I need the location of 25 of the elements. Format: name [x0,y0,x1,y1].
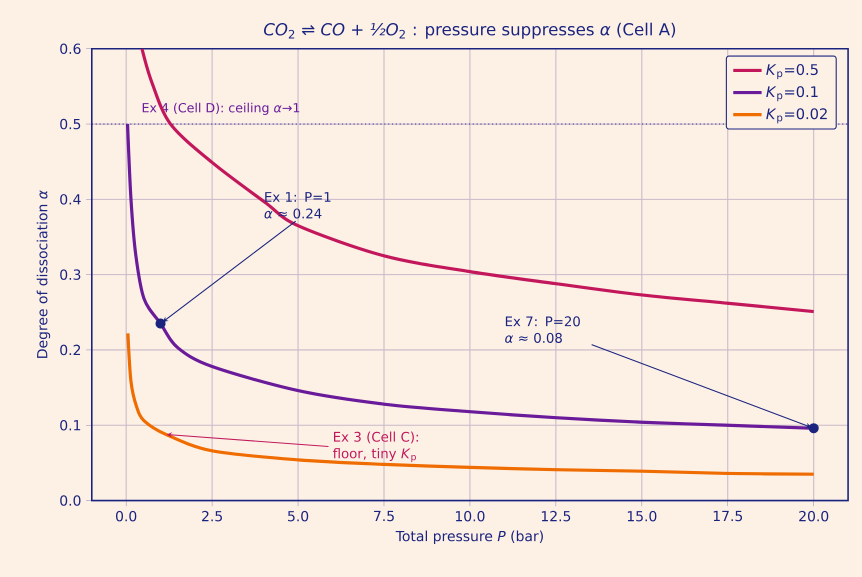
line-series [126,332,816,476]
x-tick-label: 2.5 [202,510,222,522]
y-tick-label: 0.6 [60,43,81,54]
x-tick-label: 12.5 [542,510,570,522]
x-tick-label: 0.0 [116,510,136,522]
chart-title: CO$_{2}$ ⇌ CO + ½O$_{2}$ : pressure suppresses α (Cell A) [264,22,676,39]
x-axis-title: Total pressure P (bar) [396,530,543,544]
x-tick-label: 20.0 [799,510,828,522]
y-tick-label: 0.2 [60,344,80,356]
x-tick-label: 15.0 [628,510,656,522]
x-tick-label: 5.0 [288,510,308,522]
legend-label: K$_{p}$=0.5 [766,64,818,80]
annotation: Ex 7: P=20 α ≈ 0.08 [505,316,580,343]
y-tick-label: 0.0 [60,495,80,506]
x-tick-label: 7.5 [374,510,394,522]
y-tick-label: 0.5 [60,118,80,130]
y-tick-label: 0.3 [60,269,80,280]
x-tick-label: 17.5 [714,510,742,522]
x-tick-label: 10.0 [456,510,485,522]
legend-label: K$_{p}$=0.02 [766,108,827,124]
y-axis-title: Degree of dissociation α [36,190,50,358]
legend-label: K$_{p}$=0.1 [766,86,818,102]
y-tick-label: 0.1 [60,420,80,430]
y-tick-label: 0.4 [60,194,81,205]
annotation: Ex 3 (Cell C): floor, tiny K$_{p}$ [333,431,418,462]
